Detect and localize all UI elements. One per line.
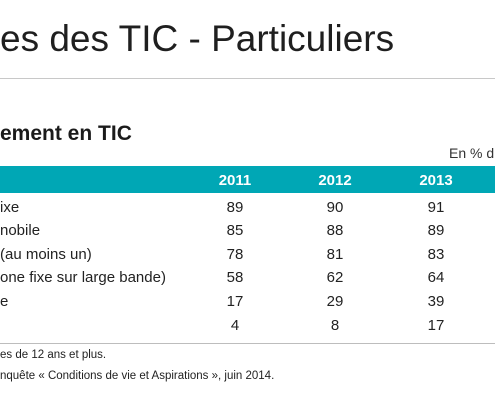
- cell-2011: 78: [226, 246, 244, 263]
- footnote-scope: es de 12 ans et plus.: [0, 349, 107, 361]
- row-label: e: [0, 293, 9, 310]
- cell-2013: 83: [427, 246, 445, 263]
- cell-2012: 8: [330, 317, 340, 334]
- footnote-source: nquête « Conditions de vie et Aspiration…: [0, 370, 275, 382]
- row-label: ixe: [0, 199, 20, 216]
- cell-2012: 81: [326, 246, 344, 263]
- cell-2011: 4: [230, 317, 240, 334]
- row-label: one fixe sur large bande): [0, 269, 166, 286]
- cell-2013: 91: [427, 199, 445, 216]
- table-row: nobile 85 88 89: [0, 222, 495, 246]
- cell-2011: 17: [226, 293, 244, 310]
- table-row: 4 8 17: [0, 317, 495, 341]
- table-row: e 17 29 39: [0, 293, 495, 317]
- title-divider: [0, 78, 495, 79]
- cell-2013: 64: [427, 269, 445, 286]
- cell-2013: 39: [427, 293, 445, 310]
- cell-2012: 90: [326, 199, 344, 216]
- table-bottom-rule: [0, 343, 495, 344]
- cell-2011: 58: [226, 269, 244, 286]
- table-row: ixe 89 90 91: [0, 199, 495, 223]
- cell-2012: 62: [326, 269, 344, 286]
- cell-2013: 89: [427, 222, 445, 239]
- cell-2013: 17: [427, 317, 445, 334]
- table-header-bar: [0, 166, 495, 193]
- table-row: one fixe sur large bande) 58 62 64: [0, 269, 495, 293]
- row-label: nobile: [0, 222, 41, 239]
- row-label: (au moins un): [0, 246, 92, 263]
- cell-2011: 85: [226, 222, 244, 239]
- cell-2012: 88: [326, 222, 344, 239]
- column-header-2013: 2013: [419, 172, 453, 189]
- page-title: es des TIC - Particuliers: [0, 18, 395, 59]
- cell-2012: 29: [326, 293, 344, 310]
- section-title: ement en TIC: [0, 122, 132, 145]
- unit-note: En % d: [449, 145, 495, 161]
- table-row: (au moins un) 78 81 83: [0, 246, 495, 270]
- cell-2011: 89: [226, 199, 244, 216]
- column-header-2011: 2011: [218, 172, 252, 189]
- column-header-2012: 2012: [318, 172, 352, 189]
